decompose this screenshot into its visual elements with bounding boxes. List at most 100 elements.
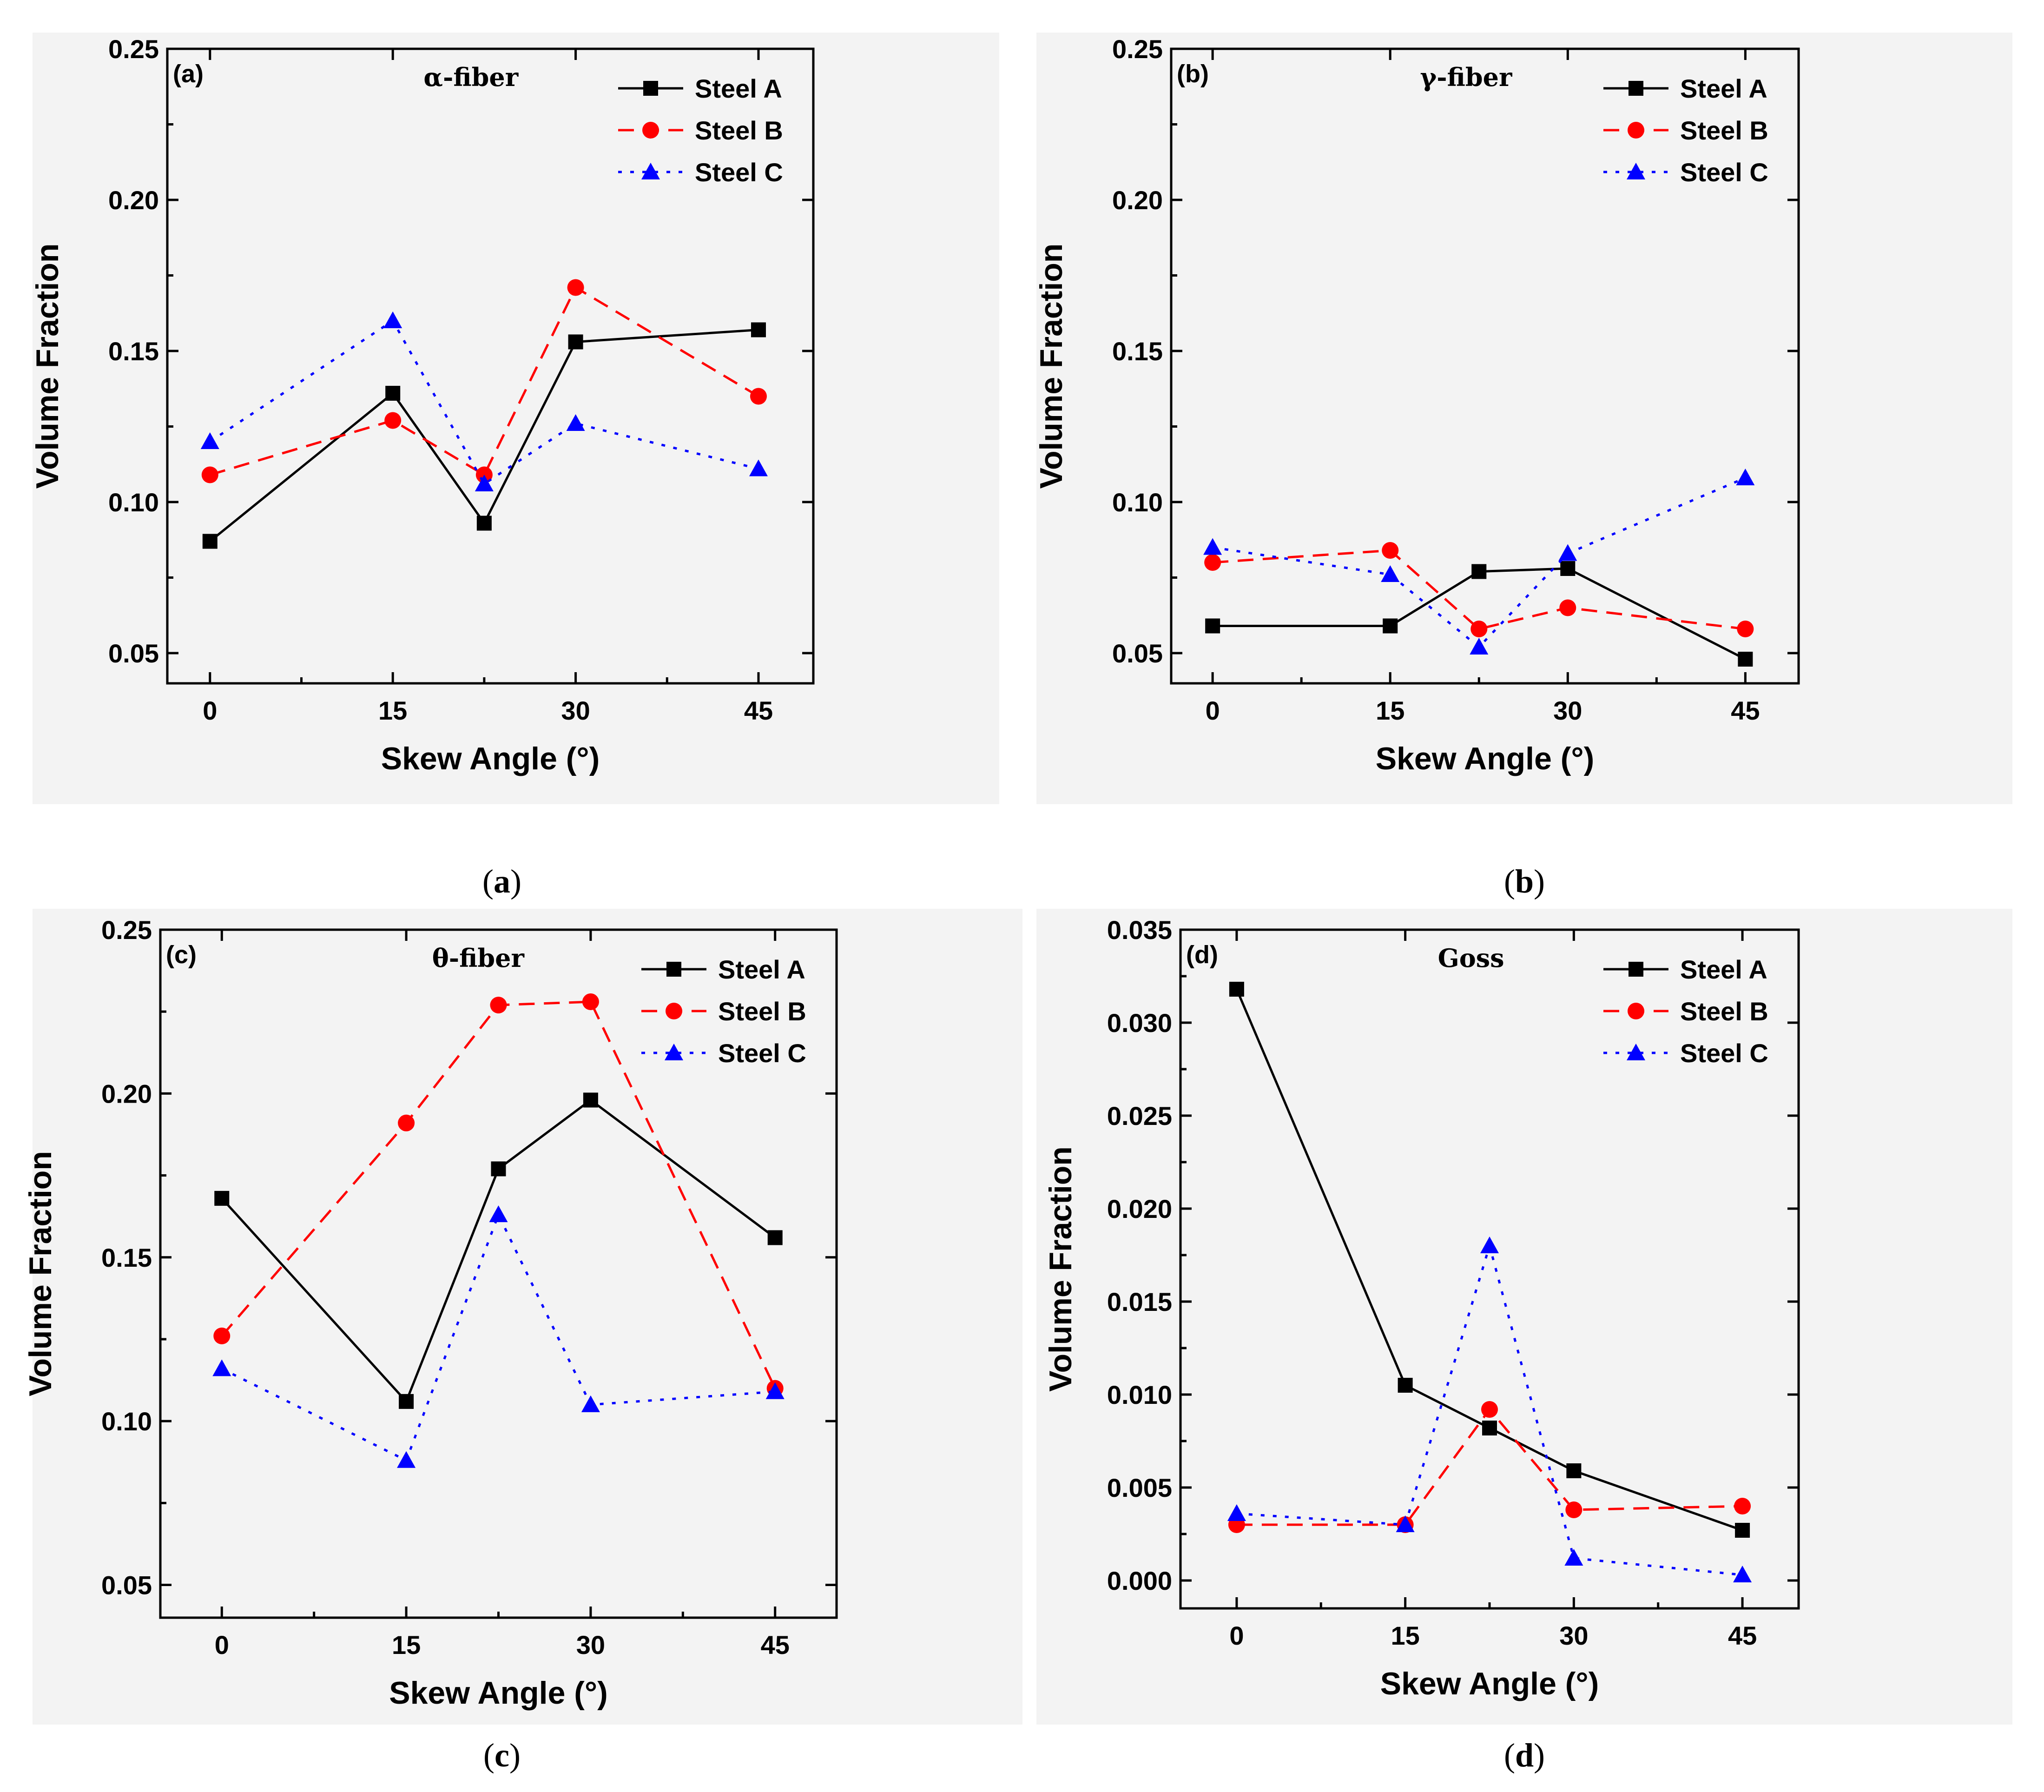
x-tick-label: 0 [203, 696, 217, 725]
legend-marker [1628, 1003, 1644, 1019]
series-steel-a [214, 1092, 783, 1409]
data-point [1564, 1549, 1583, 1566]
y-tick-label: 0.20 [101, 1079, 152, 1108]
plot-area [159, 928, 838, 1619]
legend-label: Steel A [1680, 74, 1767, 103]
data-point [750, 388, 767, 405]
x-tick-label: 0 [1206, 696, 1220, 725]
legend-marker [1629, 962, 1643, 977]
chart-title: α-fiber [423, 62, 518, 92]
x-tick-label: 30 [576, 1630, 605, 1660]
data-point [1398, 1378, 1413, 1393]
series-steel-c [200, 311, 768, 491]
y-tick-label: 0.025 [1107, 1101, 1172, 1131]
series-line-steel-b [210, 285, 759, 477]
x-tick-label: 45 [1728, 1621, 1757, 1650]
chart-title: Goss [1438, 943, 1504, 973]
series-steel-a [202, 322, 766, 549]
data-point [1203, 538, 1222, 555]
y-tick-label: 0.05 [101, 1571, 152, 1600]
x-tick-label: 30 [1553, 696, 1582, 725]
x-tick-label: 30 [561, 696, 590, 725]
y-tick-label: 0.035 [1107, 915, 1172, 945]
legend-marker [1628, 122, 1644, 139]
data-point [1734, 1498, 1751, 1514]
data-point [1735, 1523, 1750, 1538]
x-axis-title: Skew Angle (°) [1380, 1666, 1599, 1701]
data-point [1204, 554, 1221, 571]
data-point [399, 1394, 414, 1409]
data-point [583, 1092, 598, 1108]
data-point [566, 414, 585, 431]
data-point [1382, 542, 1399, 559]
x-tick-label: 15 [1391, 1621, 1419, 1650]
data-point [490, 997, 507, 1014]
legend-label: Steel C [1680, 158, 1768, 187]
legend-marker [666, 1003, 682, 1019]
y-tick-label: 0.10 [101, 1407, 152, 1436]
y-tick-label: 0.10 [1112, 488, 1163, 517]
panel-a: 0.05 0.10 0.15 0.20 0.25 0 15 30 45 Skew Angle (°… [30, 33, 999, 900]
legend-label: Steel C [695, 158, 783, 187]
data-point [1383, 618, 1398, 634]
data-point [749, 459, 768, 476]
data-point [1736, 469, 1755, 485]
y-tick-label: 0.15 [101, 1243, 152, 1272]
x-tick-label: 45 [744, 696, 773, 725]
panel-caption: (c) [483, 1737, 521, 1774]
data-point [1737, 621, 1754, 637]
data-point [751, 322, 766, 337]
data-point [1470, 638, 1489, 655]
legend-label: Steel A [695, 74, 782, 103]
y-tick-label: 0.10 [108, 488, 159, 517]
panel-tag: (c) [166, 941, 197, 969]
legend-marker [666, 962, 681, 977]
x-tick-label: 45 [1731, 696, 1760, 725]
x-tick-label: 45 [761, 1630, 790, 1660]
y-axis-title: Volume Fraction [1034, 244, 1069, 489]
data-point [491, 1161, 506, 1177]
y-tick-label: 0.010 [1107, 1380, 1172, 1409]
legend-marker [1629, 81, 1643, 96]
legend-label: Steel A [718, 955, 805, 984]
legend-label: Steel C [718, 1038, 806, 1068]
legend-marker [1627, 163, 1645, 179]
plot-area [1179, 928, 1800, 1610]
panel-caption: (a) [482, 863, 521, 900]
y-tick-label: 0.015 [1107, 1287, 1172, 1316]
series-steel-b [213, 993, 784, 1397]
series-steel-b [1204, 542, 1754, 637]
y-tick-label: 0.20 [1112, 185, 1163, 215]
legend-marker [665, 1044, 683, 1060]
y-tick-label: 0.030 [1107, 1008, 1172, 1038]
legend-label: Steel B [1680, 116, 1768, 145]
y-axis-title: Volume Fraction [30, 244, 65, 489]
data-point [214, 1190, 230, 1206]
data-point [1381, 565, 1400, 582]
x-tick-label: 15 [392, 1630, 421, 1660]
data-point [765, 1382, 785, 1399]
y-tick-label: 0.000 [1107, 1566, 1172, 1595]
y-tick-label: 0.25 [101, 915, 152, 945]
y-tick-label: 0.25 [1112, 34, 1163, 64]
panel-caption: (d) [1504, 1737, 1545, 1774]
panel-caption: (b) [1504, 863, 1545, 900]
data-point [568, 334, 583, 350]
data-point [1227, 1504, 1246, 1521]
data-point [476, 516, 492, 531]
legend-marker [1627, 1044, 1645, 1060]
legend: Steel A Steel B Steel C [618, 74, 783, 187]
data-point [1470, 621, 1488, 637]
x-tick-label: 15 [378, 696, 407, 725]
y-tick-label: 0.020 [1107, 1194, 1172, 1223]
series-line-steel-c [209, 319, 759, 486]
x-axis-title: Skew Angle (°) [389, 1675, 608, 1711]
data-point [1396, 1515, 1415, 1532]
data-point [1565, 1501, 1582, 1518]
y-tick-label: 0.20 [108, 185, 159, 215]
y-tick-label: 0.15 [108, 337, 159, 366]
legend-label: Steel B [695, 116, 783, 145]
legend: Steel A Steel B Steel C [641, 955, 806, 1068]
panel-tag: (a) [173, 60, 204, 88]
